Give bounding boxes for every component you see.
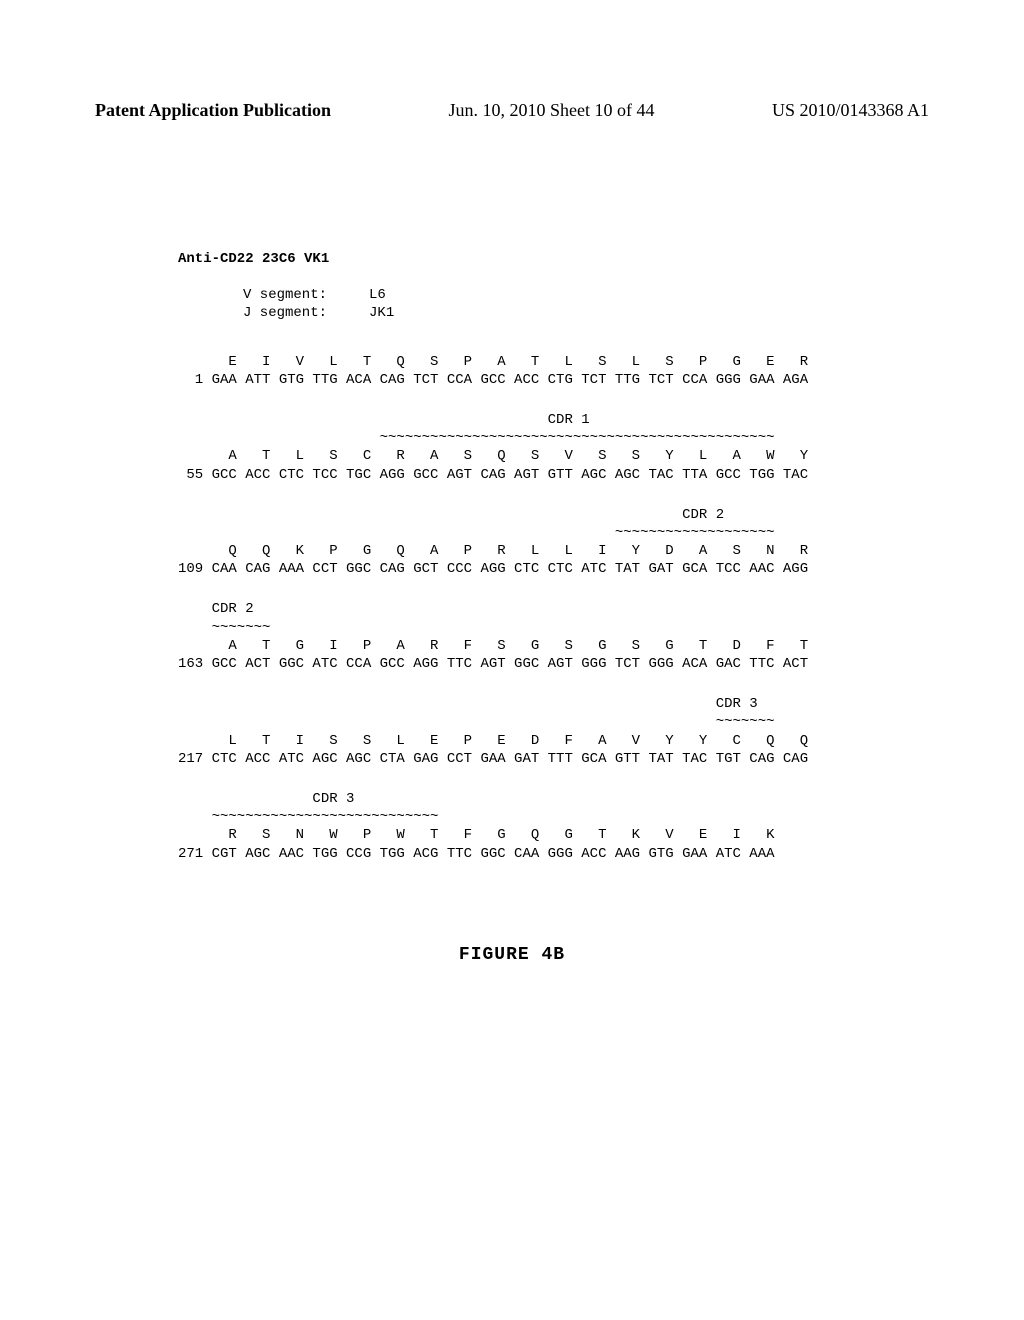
cdr-label: CDR 2 [178, 600, 929, 618]
cdr-label: CDR 3 [178, 790, 929, 808]
cdr-dashes: ~~~~~~~ [178, 619, 929, 637]
aa-line: Q Q K P G Q A P R L L I Y D A S N R [178, 542, 929, 560]
aa-line: E I V L T Q S P A T L S L S P G E R [178, 353, 929, 371]
nt-line: 109 CAA CAG AAA CCT GGC CAG GCT CCC AGG … [178, 560, 929, 578]
nt-line: 55 GCC ACC CTC TCC TGC AGG GCC AGT CAG A… [178, 466, 929, 484]
nt-line: 163 GCC ACT GGC ATC CCA GCC AGG TTC AGT … [178, 655, 929, 673]
sequence-block-4: CDR 2 ~~~~~~~ A T G I P A R F S G S G S … [178, 600, 929, 673]
figure-label: FIGURE 4B [0, 945, 1024, 965]
v-segment: V segment: L6 [243, 286, 929, 304]
cdr-dashes: ~~~~~~~~~~~~~~~~~~~~~~~~~~~ [178, 808, 929, 826]
nt-line: 1 GAA ATT GTG TTG ACA CAG TCT CCA GCC AC… [178, 371, 929, 389]
header-left: Patent Application Publication [95, 100, 331, 121]
sequence-content: Anti-CD22 23C6 VK1 V segment: L6 J segme… [178, 250, 929, 885]
cdr-label: CDR 1 [178, 411, 929, 429]
aa-line: A T L S C R A S Q S V S S Y L A W Y [178, 447, 929, 465]
cdr-label: CDR 3 [178, 695, 929, 713]
cdr-dashes: ~~~~~~~ [178, 713, 929, 731]
cdr-dashes: ~~~~~~~~~~~~~~~~~~~~~~~~~~~~~~~~~~~~~~~~… [178, 429, 929, 447]
aa-line: L T I S S L E P E D F A V Y Y C Q Q [178, 732, 929, 750]
sequence-block-3: CDR 2 ~~~~~~~~~~~~~~~~~~~ Q Q K P G Q A … [178, 506, 929, 579]
nt-line: 217 CTC ACC ATC AGC AGC CTA GAG CCT GAA … [178, 750, 929, 768]
sequence-block-2: CDR 1 ~~~~~~~~~~~~~~~~~~~~~~~~~~~~~~~~~~… [178, 411, 929, 484]
j-segment: J segment: JK1 [243, 304, 929, 322]
sequence-block-5: CDR 3 ~~~~~~~ L T I S S L E P E D F A V … [178, 695, 929, 768]
segment-info: V segment: L6 J segment: JK1 [243, 286, 929, 322]
cdr-label: CDR 2 [178, 506, 929, 524]
header-right: US 2010/0143368 A1 [772, 100, 929, 121]
header-center: Jun. 10, 2010 Sheet 10 of 44 [449, 100, 655, 121]
sequence-block-1: E I V L T Q S P A T L S L S P G E R 1 GA… [178, 353, 929, 389]
sequence-title: Anti-CD22 23C6 VK1 [178, 250, 929, 268]
sequence-block-6: CDR 3 ~~~~~~~~~~~~~~~~~~~~~~~~~~~ R S N … [178, 790, 929, 863]
page-header: Patent Application Publication Jun. 10, … [0, 100, 1024, 121]
aa-line: A T G I P A R F S G S G S G T D F T [178, 637, 929, 655]
cdr-dashes: ~~~~~~~~~~~~~~~~~~~ [178, 524, 929, 542]
nt-line: 271 CGT AGC AAC TGG CCG TGG ACG TTC GGC … [178, 845, 929, 863]
aa-line: R S N W P W T F G Q G T K V E I K [178, 826, 929, 844]
